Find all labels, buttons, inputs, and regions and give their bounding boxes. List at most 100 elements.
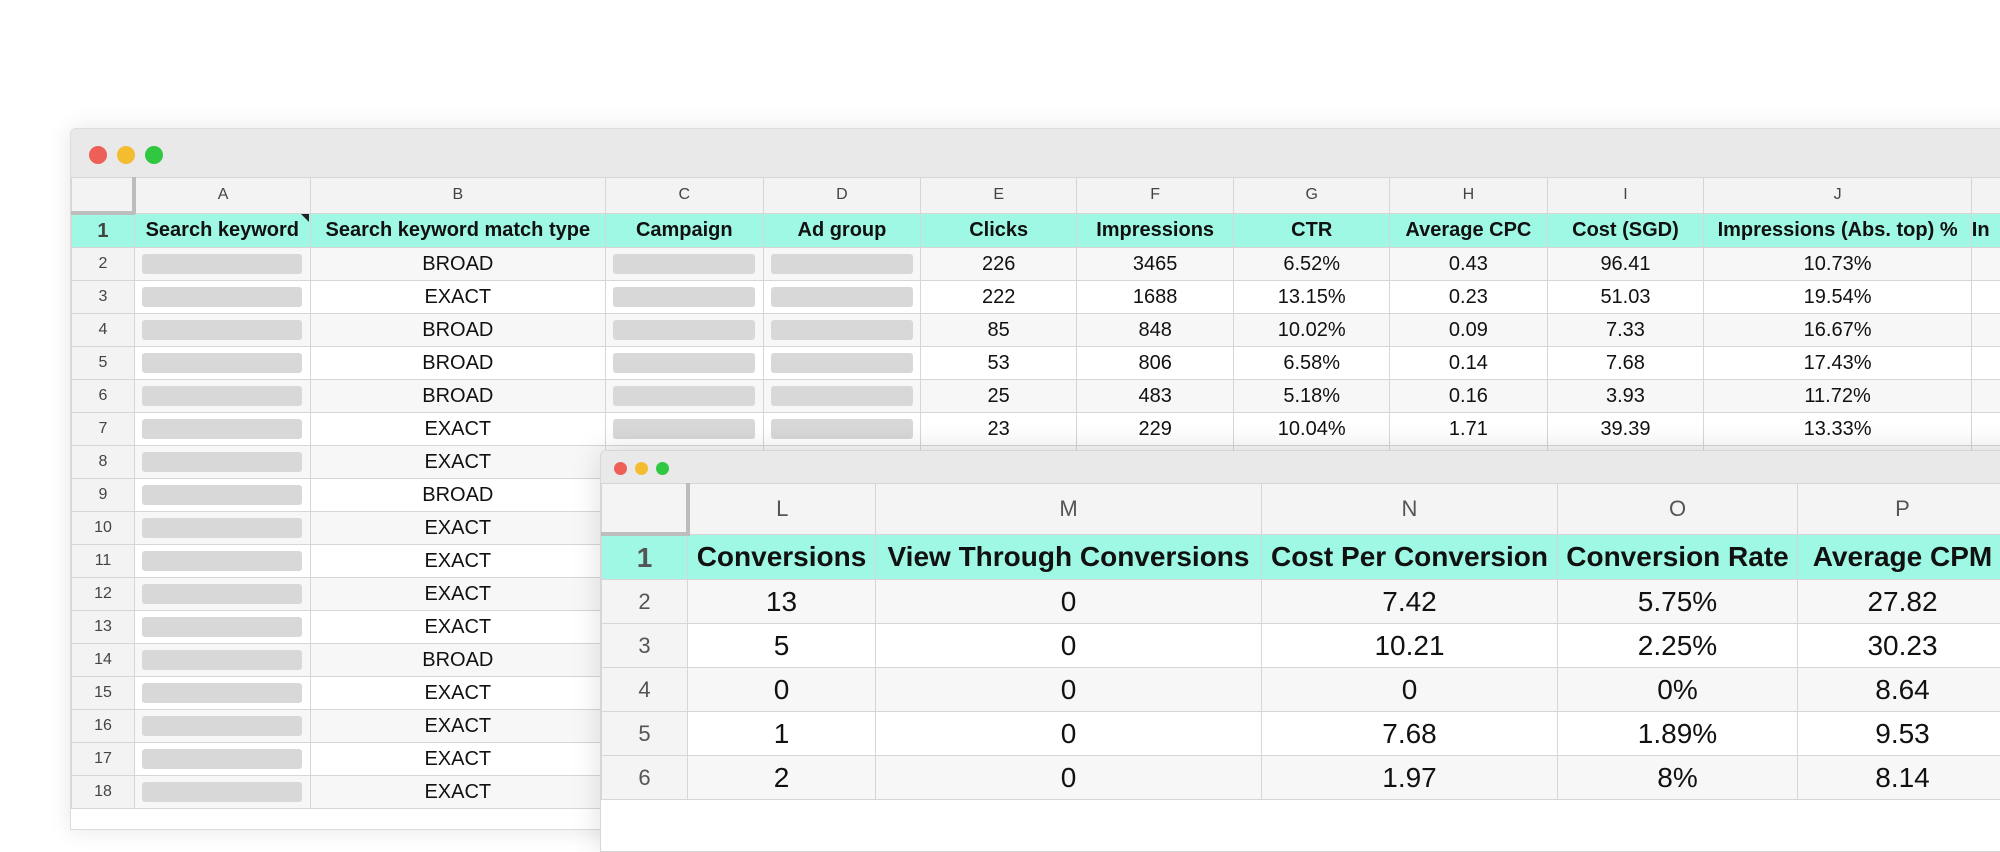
cell-clicks[interactable]: 85 (921, 314, 1077, 347)
cell-abs-top[interactable]: 16.67% (1704, 314, 1971, 347)
cell-abs-top[interactable]: 17.43% (1704, 347, 1971, 380)
column-header-c[interactable]: C (605, 178, 763, 214)
row-number[interactable]: 4 (72, 314, 135, 347)
cell-conv-rate[interactable]: 5.75% (1558, 580, 1798, 624)
row-number[interactable]: 11 (72, 545, 135, 578)
column-header-l[interactable]: L (688, 484, 876, 535)
close-button[interactable] (614, 462, 627, 475)
cell-impressions[interactable]: 806 (1077, 347, 1234, 380)
cell-campaign[interactable] (605, 413, 763, 446)
cell-search-keyword[interactable] (134, 446, 310, 479)
cell-avg-cpm[interactable]: 30.23 (1798, 624, 2000, 668)
column-header-k[interactable] (1971, 178, 2000, 214)
header-view-through-conversions[interactable]: View Through Conversions (876, 534, 1262, 580)
header-conversions[interactable]: Conversions (688, 534, 876, 580)
cell-ctr[interactable]: 13.15% (1234, 281, 1390, 314)
cell-match-type[interactable]: BROAD (310, 380, 605, 413)
cell-ad-group[interactable] (763, 347, 921, 380)
cell-impressions[interactable]: 483 (1077, 380, 1234, 413)
row-number[interactable]: 1 (602, 534, 688, 580)
cell-avg-cpc[interactable]: 0.16 (1390, 380, 1547, 413)
cell-impressions[interactable]: 848 (1077, 314, 1234, 347)
cell-search-keyword[interactable] (134, 578, 310, 611)
cell-search-keyword[interactable] (134, 677, 310, 710)
cell-abs-top[interactable]: 10.73% (1704, 248, 1971, 281)
column-header-o[interactable]: O (1558, 484, 1798, 535)
row-number[interactable]: 3 (602, 624, 688, 668)
cell-match-type[interactable]: BROAD (310, 248, 605, 281)
cell-conversions[interactable]: 13 (688, 580, 876, 624)
cell-avg-cpm[interactable]: 9.53 (1798, 712, 2000, 756)
cell-impressions[interactable]: 229 (1077, 413, 1234, 446)
cell-search-keyword[interactable] (134, 743, 310, 776)
row-number[interactable]: 4 (602, 668, 688, 712)
row-number[interactable]: 18 (72, 776, 135, 809)
cell-ctr[interactable]: 5.18% (1234, 380, 1390, 413)
header-cost-per-conversion[interactable]: Cost Per Conversion (1262, 534, 1558, 580)
cell-clicks[interactable]: 23 (921, 413, 1077, 446)
cell-campaign[interactable] (605, 380, 763, 413)
column-header-g[interactable]: G (1234, 178, 1390, 214)
cell-search-keyword[interactable] (134, 248, 310, 281)
cell-view-through[interactable]: 0 (876, 712, 1262, 756)
column-header-h[interactable]: H (1390, 178, 1547, 214)
row-number[interactable]: 5 (72, 347, 135, 380)
cell-search-keyword[interactable] (134, 281, 310, 314)
cell-conv-rate[interactable]: 0% (1558, 668, 1798, 712)
cell-search-keyword[interactable] (134, 710, 310, 743)
cell-ad-group[interactable] (763, 248, 921, 281)
cell-avg-cpm[interactable]: 8.64 (1798, 668, 2000, 712)
row-number[interactable]: 13 (72, 611, 135, 644)
cell-match-type[interactable]: BROAD (310, 644, 605, 677)
cell-ctr[interactable]: 6.52% (1234, 248, 1390, 281)
cell-match-type[interactable]: EXACT (310, 611, 605, 644)
cell-match-type[interactable]: EXACT (310, 743, 605, 776)
cell-cost-per-conv[interactable]: 7.42 (1262, 580, 1558, 624)
column-header-a[interactable]: A (134, 178, 310, 214)
cell-overflow[interactable] (1971, 380, 2000, 413)
header-overflow[interactable]: In (1971, 213, 2000, 248)
cell-conversions[interactable]: 5 (688, 624, 876, 668)
cell-search-keyword[interactable] (134, 347, 310, 380)
header-conversion-rate[interactable]: Conversion Rate (1558, 534, 1798, 580)
row-number[interactable]: 15 (72, 677, 135, 710)
cell-view-through[interactable]: 0 (876, 668, 1262, 712)
cell-abs-top[interactable]: 11.72% (1704, 380, 1971, 413)
cell-search-keyword[interactable] (134, 314, 310, 347)
header-average-cpm[interactable]: Average CPM (1798, 534, 2000, 580)
cell-match-type[interactable]: EXACT (310, 281, 605, 314)
cell-avg-cpc[interactable]: 0.14 (1390, 347, 1547, 380)
column-header-b[interactable]: B (310, 178, 605, 214)
window-titlebar[interactable] (71, 129, 2000, 177)
cell-match-type[interactable]: BROAD (310, 314, 605, 347)
cell-cost[interactable]: 51.03 (1547, 281, 1704, 314)
cell-view-through[interactable]: 0 (876, 624, 1262, 668)
column-header-f[interactable]: F (1077, 178, 1234, 214)
cell-match-type[interactable]: EXACT (310, 545, 605, 578)
cell-match-type[interactable]: BROAD (310, 479, 605, 512)
cell-abs-top[interactable]: 13.33% (1704, 413, 1971, 446)
row-number[interactable]: 17 (72, 743, 135, 776)
cell-clicks[interactable]: 226 (921, 248, 1077, 281)
cell-conv-rate[interactable]: 8% (1558, 756, 1798, 800)
cell-conversions[interactable]: 2 (688, 756, 876, 800)
cell-cost[interactable]: 39.39 (1547, 413, 1704, 446)
cell-overflow[interactable] (1971, 314, 2000, 347)
cell-overflow[interactable] (1971, 248, 2000, 281)
column-header-d[interactable]: D (763, 178, 921, 214)
cell-avg-cpc[interactable]: 0.09 (1390, 314, 1547, 347)
cell-cost-per-conv[interactable]: 7.68 (1262, 712, 1558, 756)
cell-overflow[interactable] (1971, 347, 2000, 380)
cell-search-keyword[interactable] (134, 479, 310, 512)
cell-conversions[interactable]: 1 (688, 712, 876, 756)
cell-ctr[interactable]: 6.58% (1234, 347, 1390, 380)
cell-campaign[interactable] (605, 314, 763, 347)
cell-avg-cpc[interactable]: 0.23 (1390, 281, 1547, 314)
cell-impressions[interactable]: 3465 (1077, 248, 1234, 281)
cell-match-type[interactable]: EXACT (310, 578, 605, 611)
cell-view-through[interactable]: 0 (876, 756, 1262, 800)
header-campaign[interactable]: Campaign (605, 213, 763, 248)
cell-avg-cpm[interactable]: 27.82 (1798, 580, 2000, 624)
cell-cost-per-conv[interactable]: 1.97 (1262, 756, 1558, 800)
cell-search-keyword[interactable] (134, 413, 310, 446)
